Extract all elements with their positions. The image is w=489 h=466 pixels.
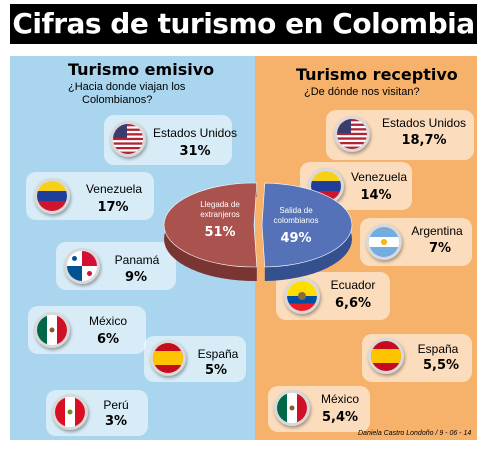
pie-label-right-1: Salida de (279, 206, 313, 215)
emisivo-country-4: México (88, 314, 127, 328)
page-title: Cifras de turismo en Colombia (10, 4, 477, 44)
receptivo-country-4: Ecuador (330, 278, 376, 292)
receptivo-pct-4: 6,6% (334, 296, 372, 311)
panama-flag-icon (64, 248, 100, 284)
emisivo-country-3: Panamá (114, 253, 160, 267)
emisivo-country-5: España (197, 347, 239, 361)
emisivo-subtitle-line2: Colombianos? (82, 94, 153, 106)
receptivo-country-3: Argentina (411, 224, 463, 238)
receptivo-subtitle: ¿De dónde nos visitan? (304, 86, 420, 98)
receptivo-heading: Turismo receptivo (296, 65, 458, 84)
argentina-flag-icon (366, 224, 402, 260)
receptivo-country-2: Venezuela (350, 170, 408, 184)
spain-flag-icon (368, 338, 404, 374)
emisivo-pct-4: 6% (96, 332, 120, 347)
peru-flag-icon (52, 394, 88, 430)
receptivo-pct-2: 14% (360, 188, 392, 203)
pie-label-right-2: colombianos (274, 216, 319, 225)
receptivo-country-1: Estados Unidos (381, 116, 467, 130)
credit-line: Daniela Castro Londoño / 9 - 06 - 14 (358, 430, 472, 437)
pie-slice-salida (261, 182, 353, 268)
pie-chart: Llegada de extranjeros 51% Salida de col… (163, 182, 353, 281)
receptivo-pct-1: 18,7% (401, 133, 447, 148)
emisivo-country-2: Venezuela (85, 182, 143, 196)
pie-label-left-2: extranjeros (200, 210, 240, 219)
receptivo-country-5: España (417, 342, 459, 356)
emisivo-pct-3: 9% (124, 270, 148, 285)
emisivo-pct-5: 5% (204, 363, 228, 378)
mexico-flag-icon (34, 312, 70, 348)
mexico-flag-icon (274, 390, 310, 426)
receptivo-pct-6: 5,4% (321, 410, 359, 425)
usa-flag-icon (110, 121, 146, 157)
pie-label-left-1: Llegada de (200, 200, 240, 209)
receptivo-pct-5: 5,5% (422, 358, 460, 373)
receptivo-country-6: México (320, 392, 359, 406)
emisivo-pct-6: 3% (104, 414, 128, 429)
receptivo-pct-3: 7% (428, 241, 452, 256)
venezuela-flag-icon (34, 178, 70, 214)
pie-slice-llegada (163, 182, 258, 268)
emisivo-country-1: Estados Unidos (152, 126, 238, 140)
pie-pct-left: 51% (204, 225, 235, 240)
emisivo-pct-1: 31% (179, 144, 211, 159)
emisivo-heading: Turismo emisivo (68, 60, 215, 79)
pie-pct-right: 49% (280, 231, 311, 246)
emisivo-pct-2: 17% (97, 200, 129, 215)
ecuador-flag-icon (284, 278, 320, 314)
usa-flag-icon (334, 116, 370, 152)
spain-flag-icon (150, 340, 186, 376)
emisivo-subtitle-line1: ¿Hacia donde viajan los (68, 81, 186, 93)
emisivo-country-6: Perú (103, 398, 129, 412)
